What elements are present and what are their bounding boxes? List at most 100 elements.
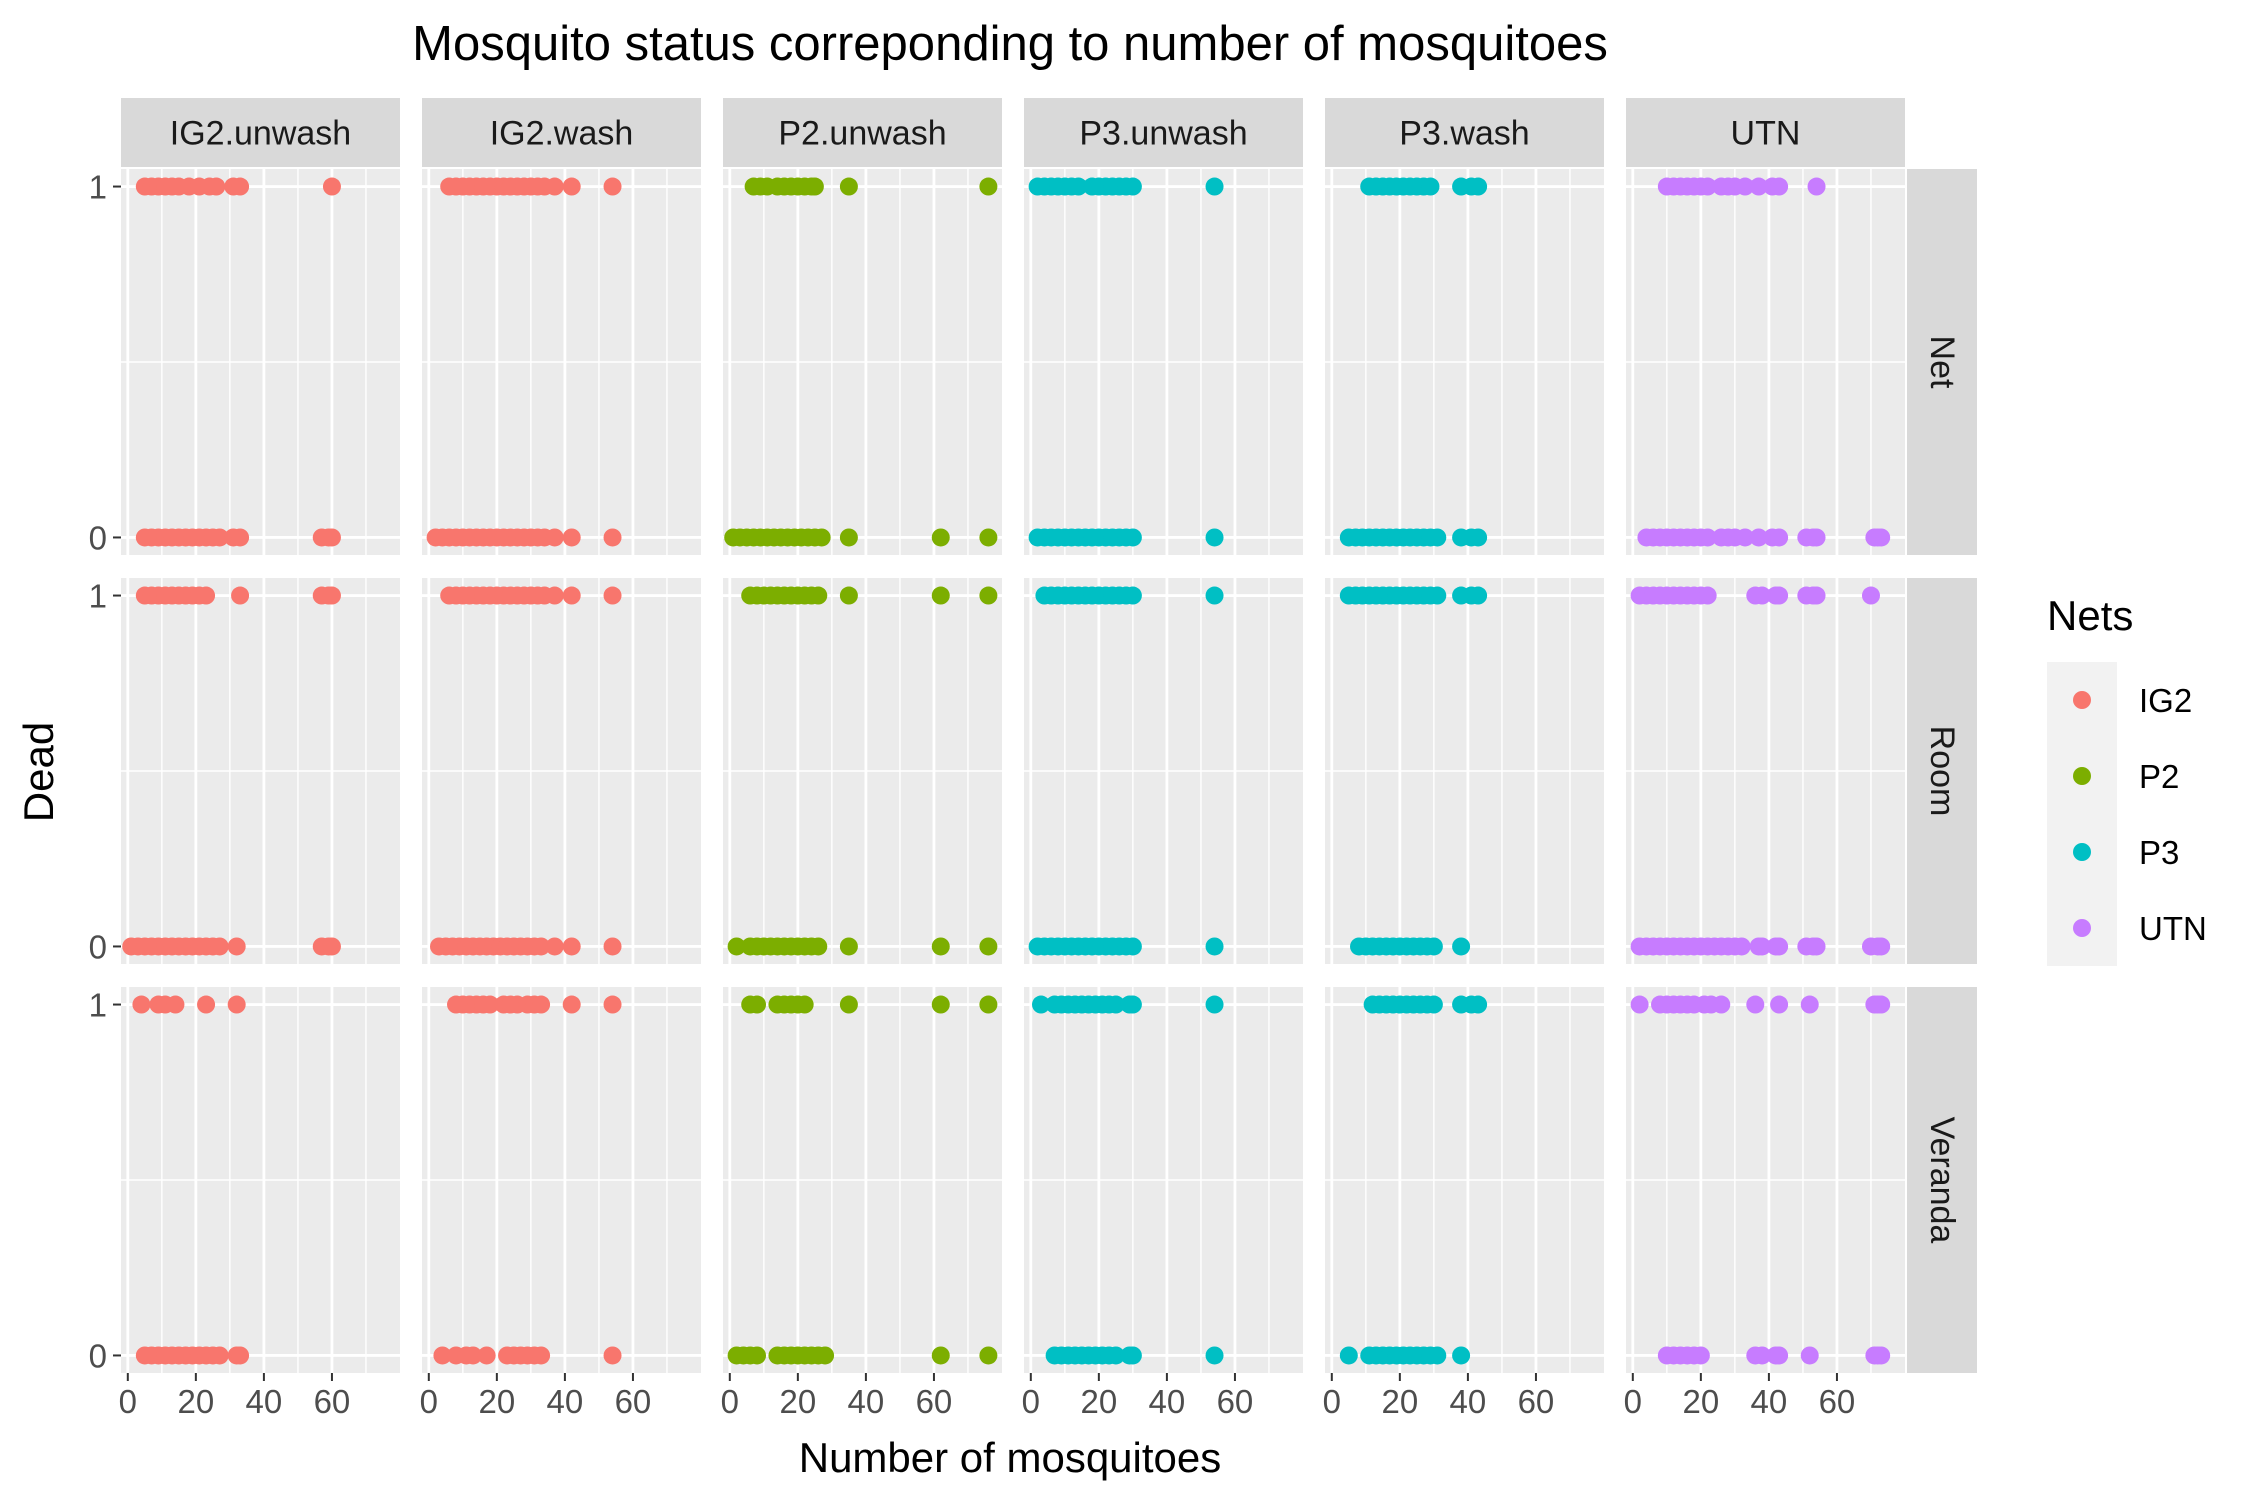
data-point — [197, 586, 216, 605]
data-point — [1800, 1346, 1819, 1365]
strip-Net — [1907, 169, 1977, 555]
points-P3.unwash-Net — [1028, 177, 1224, 547]
legend-key-UTN — [2073, 919, 2091, 937]
panel-P2.unwash-Veranda — [723, 987, 1002, 1373]
panel-P3.unwash-Room — [1024, 578, 1303, 964]
points-UTN-Veranda — [1630, 995, 1891, 1365]
data-point — [931, 528, 950, 547]
data-point — [562, 995, 581, 1014]
data-point — [931, 937, 950, 956]
points-P3.unwash-Veranda — [1032, 995, 1224, 1365]
data-point — [603, 995, 622, 1014]
data-point — [322, 937, 341, 956]
data-point — [1753, 937, 1772, 956]
chart-title: Mosquito status correponding to number o… — [412, 17, 1608, 71]
data-point — [1872, 528, 1891, 547]
data-point — [1630, 995, 1649, 1014]
x-tick-label: 20 — [1381, 1383, 1418, 1420]
data-point — [979, 177, 998, 196]
data-point — [1421, 177, 1440, 196]
legend-label-P2: P2 — [2139, 758, 2179, 795]
panel-UTN-Net — [1626, 169, 1905, 555]
data-point — [727, 937, 746, 956]
data-point — [1736, 528, 1755, 547]
data-point — [1732, 937, 1751, 956]
data-point — [227, 995, 246, 1014]
data-point — [812, 528, 831, 547]
strip-label-IG2.unwash: IG2.unwash — [170, 115, 351, 153]
data-point — [1691, 1346, 1710, 1365]
data-point — [816, 1346, 835, 1365]
panel-P2.unwash-Room — [723, 578, 1002, 964]
data-point — [1123, 528, 1142, 547]
data-point — [1106, 995, 1125, 1014]
facet-grid: IG2.unwash IG2.wash P2.unwash P3.unwash P3.w… — [89, 98, 1977, 1420]
data-point — [562, 177, 581, 196]
strip-label-IG2.wash: IG2.wash — [490, 115, 634, 153]
data-point — [1872, 937, 1891, 956]
data-point — [322, 586, 341, 605]
x-tick-label: 60 — [916, 1383, 953, 1420]
data-point — [1428, 528, 1447, 547]
data-point — [748, 995, 767, 1014]
data-point — [1698, 177, 1717, 196]
panel-IG2.wash-Net — [422, 169, 701, 555]
data-point — [1753, 586, 1772, 605]
data-point — [839, 528, 858, 547]
panel-IG2.unwash-Net — [121, 169, 400, 555]
x-tick-label: 0 — [721, 1383, 739, 1420]
panel-P3.unwash-Net — [1024, 169, 1303, 555]
data-point — [1469, 995, 1488, 1014]
data-point — [231, 528, 250, 547]
data-point — [1861, 586, 1880, 605]
data-point — [545, 586, 564, 605]
data-point — [1800, 995, 1819, 1014]
y-tick-label: 1 — [89, 987, 107, 1024]
data-point — [1469, 528, 1488, 547]
data-point — [1736, 177, 1755, 196]
y-tick-label: 1 — [89, 578, 107, 615]
data-point — [1770, 1346, 1789, 1365]
strip-P3.unwash — [1024, 98, 1303, 167]
panel-P3.wash-Room — [1325, 578, 1604, 964]
strip-label-P3.wash: P3.wash — [1399, 115, 1529, 153]
data-point — [231, 1346, 250, 1365]
data-point — [545, 937, 564, 956]
panel-UTN-Room — [1626, 578, 1905, 964]
legend: Nets IG2 P2 P3 UTN — [2047, 592, 2207, 966]
data-point — [210, 1346, 229, 1365]
points-UTN-Net — [1637, 177, 1891, 547]
x-tick-label: 0 — [1323, 1383, 1341, 1420]
y-tick-label: 0 — [89, 1337, 107, 1374]
data-point — [1452, 1346, 1471, 1365]
data-point — [1770, 528, 1789, 547]
x-tick-label: 60 — [1217, 1383, 1254, 1420]
points-P2.unwash-Veranda — [727, 995, 998, 1365]
data-point — [231, 177, 250, 196]
strip-IG2.unwash — [121, 98, 400, 167]
data-point — [1424, 937, 1443, 956]
x-tick-label: 40 — [1149, 1383, 1186, 1420]
points-P3.wash-Net — [1339, 177, 1488, 547]
x-tick-label: 0 — [119, 1383, 137, 1420]
points-IG2.unwash-Veranda — [132, 995, 250, 1365]
x-tick-label: 0 — [1022, 1383, 1040, 1420]
y-tick-label: 1 — [89, 169, 107, 206]
data-point — [231, 586, 250, 605]
data-point — [1069, 177, 1088, 196]
panel-P2.unwash-Net — [723, 169, 1002, 555]
data-point — [839, 586, 858, 605]
x-tick-label: 20 — [1080, 1383, 1117, 1420]
strip-P3.wash — [1325, 98, 1604, 167]
legend-key-P2 — [2073, 767, 2091, 785]
data-point — [1123, 995, 1142, 1014]
data-point — [545, 528, 564, 547]
data-point — [809, 937, 828, 956]
points-IG2.unwash-Net — [135, 177, 341, 547]
strip-label-Room: Room — [1923, 726, 1961, 817]
panel-IG2.wash-Veranda — [422, 987, 701, 1373]
legend-key-P3 — [2073, 843, 2091, 861]
legend-key-background — [2047, 662, 2117, 966]
data-point — [1205, 177, 1224, 196]
